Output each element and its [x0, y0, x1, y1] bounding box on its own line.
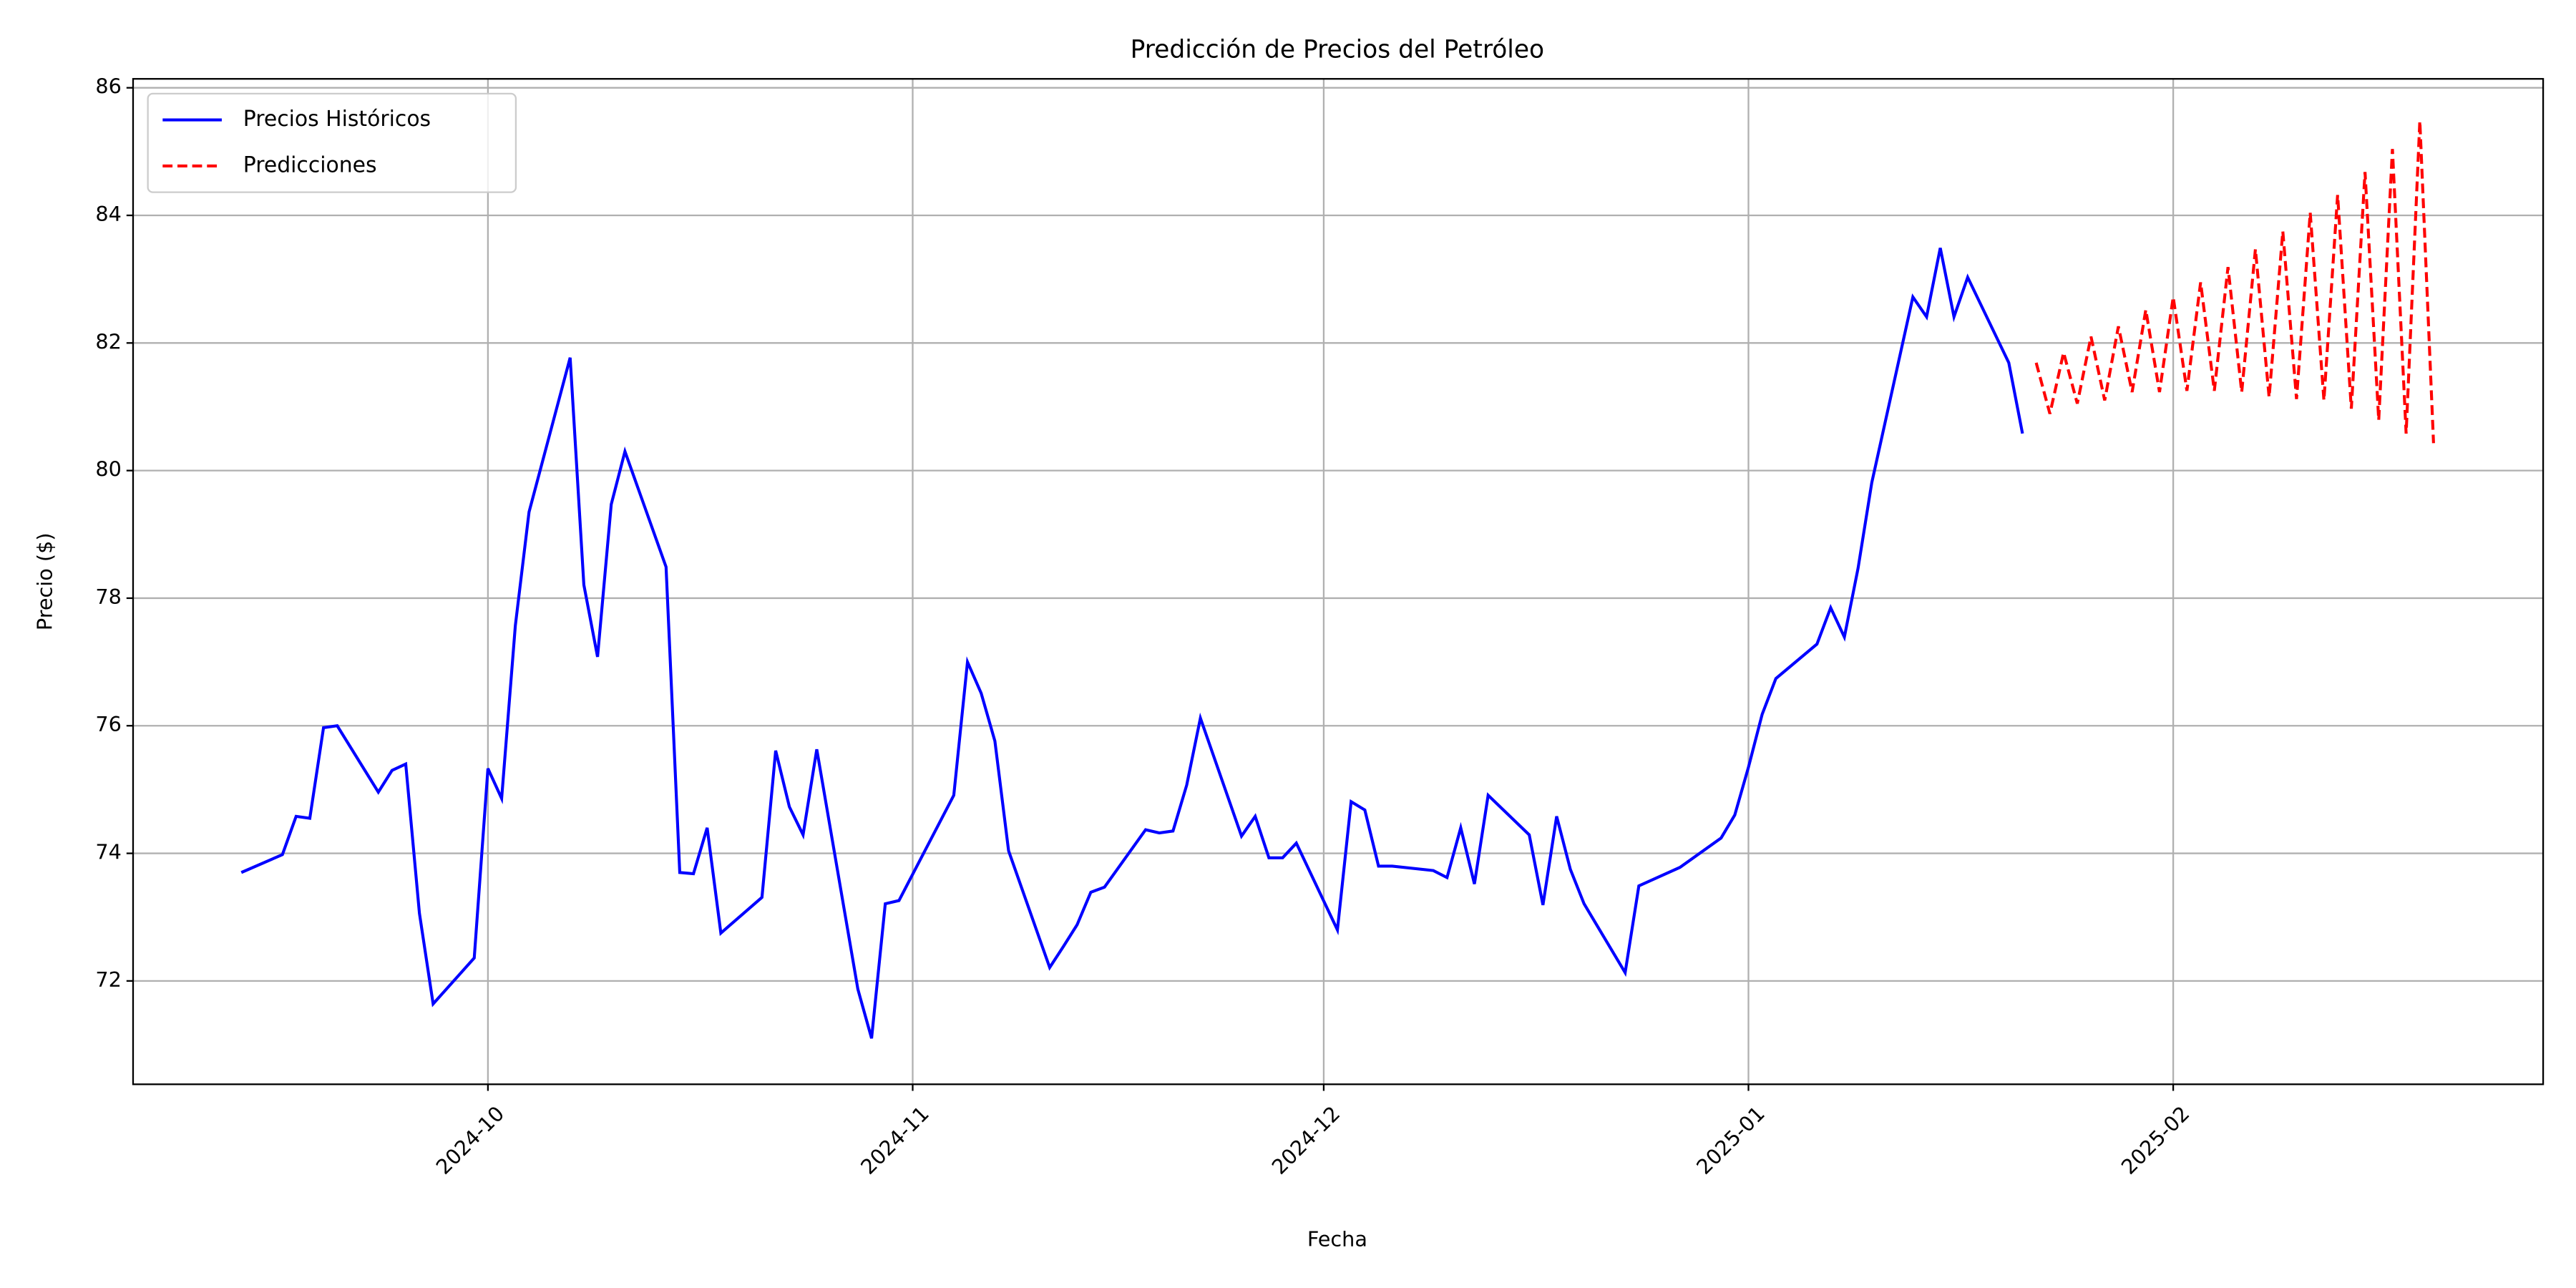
data-line — [240, 248, 2024, 1039]
y-tick-label: 82 — [95, 329, 122, 353]
chart-title: Predicción de Precios del Petróleo — [1131, 36, 1544, 64]
y-axis-label: Precio ($) — [32, 532, 57, 630]
x-tick-label: 2024-10 — [431, 1101, 509, 1179]
y-tick-label: 80 — [95, 457, 122, 482]
y-tick-label: 78 — [95, 585, 122, 609]
data-line — [2034, 120, 2435, 444]
y-tick-label: 74 — [95, 840, 122, 864]
legend-label: Predicciones — [243, 152, 377, 177]
x-tick-label: 2025-01 — [1692, 1101, 1770, 1179]
x-tick-label: 2024-11 — [856, 1101, 934, 1179]
x-tick-label: 2025-02 — [2117, 1101, 2195, 1179]
y-tick-label: 84 — [95, 202, 122, 226]
legend-box — [147, 92, 517, 193]
y-tick-label: 72 — [95, 967, 122, 992]
y-tick-label: 86 — [95, 74, 122, 99]
legend-label: Precios Históricos — [243, 107, 431, 132]
plot-frame — [132, 78, 2545, 1085]
y-tick-label: 76 — [95, 712, 122, 736]
x-axis-label: Fecha — [1307, 1226, 1367, 1251]
x-tick-label: 2024-12 — [1267, 1101, 1345, 1179]
